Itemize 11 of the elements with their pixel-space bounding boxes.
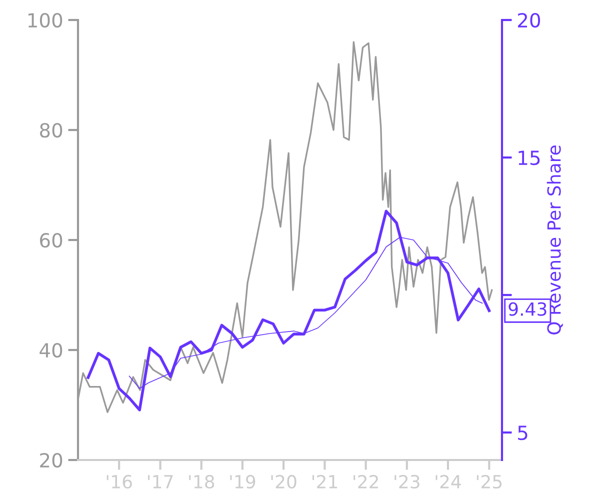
y-tick-label: 20 (40, 452, 62, 468)
y2-tick-label: 20 (518, 12, 540, 28)
line-series (86, 210, 491, 412)
y-tick-label: 100 (28, 12, 62, 28)
y-tick-label: 60 (40, 232, 62, 248)
y2-tick-label: 5 (518, 426, 528, 440)
text: 9.43 (508, 302, 546, 316)
line-series (128, 236, 483, 389)
y-tick-label: 80 (40, 122, 62, 138)
y2-tick-label: 15 (518, 150, 540, 166)
y-tick-label: 40 (40, 342, 62, 358)
